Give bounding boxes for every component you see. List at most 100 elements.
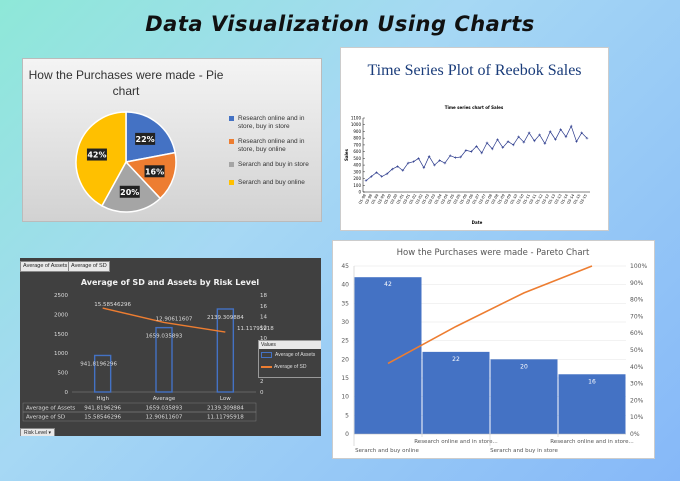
sales-point bbox=[548, 130, 552, 133]
sd-chart-title: Average of SD and Assets by Risk Level bbox=[81, 278, 260, 287]
pie-label-box bbox=[135, 132, 156, 145]
sales-point bbox=[422, 166, 426, 170]
sales-point bbox=[522, 140, 526, 144]
sd-legend: Values Average of Assets Average of SD bbox=[258, 340, 321, 378]
x-tick-label: Q3-08 bbox=[491, 193, 500, 205]
data-table-row bbox=[22, 411, 257, 422]
x-tick-label: Q3-11 bbox=[528, 194, 537, 206]
x-tick-label: Q1-98 bbox=[358, 193, 367, 205]
sales-point bbox=[438, 159, 441, 162]
y-left-tick-label: 0 bbox=[65, 390, 69, 396]
y-tick-label: 1000 bbox=[351, 122, 362, 127]
legend-swatch bbox=[229, 139, 234, 144]
legend-swatch bbox=[229, 116, 234, 121]
pie-chart: 22% 16% 20% 42% bbox=[75, 111, 177, 213]
sales-line bbox=[365, 125, 588, 181]
pareto-chart: How the Purchases were made - Pareto Cha… bbox=[341, 248, 647, 454]
y-tick-label: 20 bbox=[341, 356, 349, 363]
y-tick-label: 1100 bbox=[351, 116, 362, 121]
y2-tick-label: 30% bbox=[630, 381, 644, 388]
x-tick-label: Low bbox=[220, 396, 231, 402]
assets-bar bbox=[216, 308, 235, 393]
x-tick-label: Q3-01 bbox=[402, 194, 411, 206]
y-left-tick-label: 2500 bbox=[54, 293, 68, 299]
sales-point bbox=[580, 131, 584, 135]
x-tick-label: Research online and in store... bbox=[550, 439, 634, 445]
pie-legend: Research online and in store, buy in sto… bbox=[229, 115, 319, 194]
y-tick-label: 600 bbox=[353, 149, 361, 154]
pie-value-label: 16% bbox=[145, 167, 164, 176]
legend-swatch bbox=[229, 180, 234, 185]
sales-point bbox=[448, 154, 452, 157]
x-tick-label: Q1-01 bbox=[396, 194, 405, 206]
x-tick-label: Q3-15 bbox=[579, 194, 588, 206]
sales-point bbox=[417, 157, 420, 160]
y-tick-label: 30 bbox=[341, 319, 349, 326]
y-tick-label: 15 bbox=[341, 375, 349, 382]
sales-point bbox=[475, 144, 478, 148]
tab-average-of-sd[interactable]: Average of SD bbox=[68, 261, 110, 272]
y-tick-label: 900 bbox=[353, 129, 361, 134]
pie-legend-label: Research online and in store, buy online bbox=[238, 138, 305, 153]
sd-line bbox=[102, 307, 226, 333]
x-tick-label: Q3-12 bbox=[541, 194, 550, 206]
y2-tick-label: 70% bbox=[630, 313, 644, 320]
y-right-tick-label: 10 bbox=[260, 336, 267, 342]
pie-label-box bbox=[86, 148, 107, 161]
x-tick-label: Q3-06 bbox=[465, 193, 474, 205]
sales-point bbox=[391, 167, 394, 171]
x-tick-label: Q3-04 bbox=[440, 193, 449, 205]
y2-tick-label: 0% bbox=[630, 431, 640, 438]
x-tick-label: Q1-14 bbox=[560, 193, 569, 205]
sales-point bbox=[538, 133, 541, 137]
sales-point bbox=[464, 148, 468, 152]
y-tick-label: 0 bbox=[345, 431, 349, 438]
y2-tick-label: 80% bbox=[630, 297, 644, 304]
data-table-cell: 1659.035893 bbox=[146, 406, 183, 412]
sales-point bbox=[506, 140, 510, 143]
data-table-cell: 12.90611607 bbox=[146, 415, 183, 421]
sd-legend-item: Average of Assets bbox=[259, 349, 321, 361]
x-tick-label: Q1-99 bbox=[371, 193, 380, 205]
sd-assets-chart: Average of SD and Assets by Risk Level 0 5… bbox=[22, 278, 274, 422]
sales-point bbox=[385, 172, 389, 176]
pareto-panel: How the Purchases were made - Pareto Cha… bbox=[332, 240, 655, 459]
pie-label-box bbox=[119, 185, 140, 198]
y2-tick-label: 40% bbox=[630, 364, 644, 371]
y-left-tick-label: 500 bbox=[58, 371, 69, 377]
risk-level-filter-button[interactable]: Risk Level ▾ bbox=[20, 428, 55, 436]
x-tick-label: Serarch and buy online bbox=[355, 448, 419, 454]
sd-data-label: 12.90611607 bbox=[156, 316, 193, 322]
sales-point bbox=[527, 131, 531, 135]
time-series-panel: Time Series Plot of Reebok Sales Time se… bbox=[340, 47, 609, 231]
sales-point bbox=[533, 139, 536, 143]
y-left-tick-label: 2000 bbox=[54, 312, 68, 318]
pie-chart-panel: How the Purchases were made - Pie chart … bbox=[22, 58, 322, 222]
x-tick-label: Q1-02 bbox=[408, 194, 417, 206]
y-tick-label: 800 bbox=[353, 136, 361, 141]
y-tick-label: 500 bbox=[353, 156, 361, 161]
x-axis-label: Date bbox=[472, 220, 483, 225]
sales-point bbox=[554, 138, 557, 141]
x-tick-label: Q3-03 bbox=[427, 194, 436, 206]
legend-swatch bbox=[229, 162, 234, 167]
x-tick-label: Q3-98 bbox=[364, 193, 373, 205]
pareto-title: How the Purchases were made - Pareto Cha… bbox=[397, 248, 590, 258]
x-tick-label: Serarch and buy in store bbox=[490, 448, 558, 454]
sd-data-label: 15.58546296 bbox=[94, 302, 131, 308]
y-left-tick-label: 1000 bbox=[54, 351, 68, 357]
x-tick-label: Q1-15 bbox=[573, 194, 582, 206]
y-tick-label: 300 bbox=[353, 169, 361, 174]
sd-data-label: 11.11795918 bbox=[237, 326, 274, 332]
x-tick-label: Q3-14 bbox=[566, 193, 575, 205]
data-table-cell: 11.11795918 bbox=[207, 415, 244, 421]
y2-tick-label: 90% bbox=[630, 280, 644, 287]
pareto-bar bbox=[558, 374, 626, 434]
assets-bar bbox=[155, 326, 173, 393]
x-tick-label: Q1-07 bbox=[472, 194, 481, 206]
sales-point bbox=[454, 156, 457, 159]
sales-point bbox=[585, 136, 589, 140]
x-tick-label: Q3-09 bbox=[503, 193, 512, 205]
y-tick-label: 5 bbox=[345, 412, 349, 419]
pareto-bar bbox=[354, 277, 422, 434]
